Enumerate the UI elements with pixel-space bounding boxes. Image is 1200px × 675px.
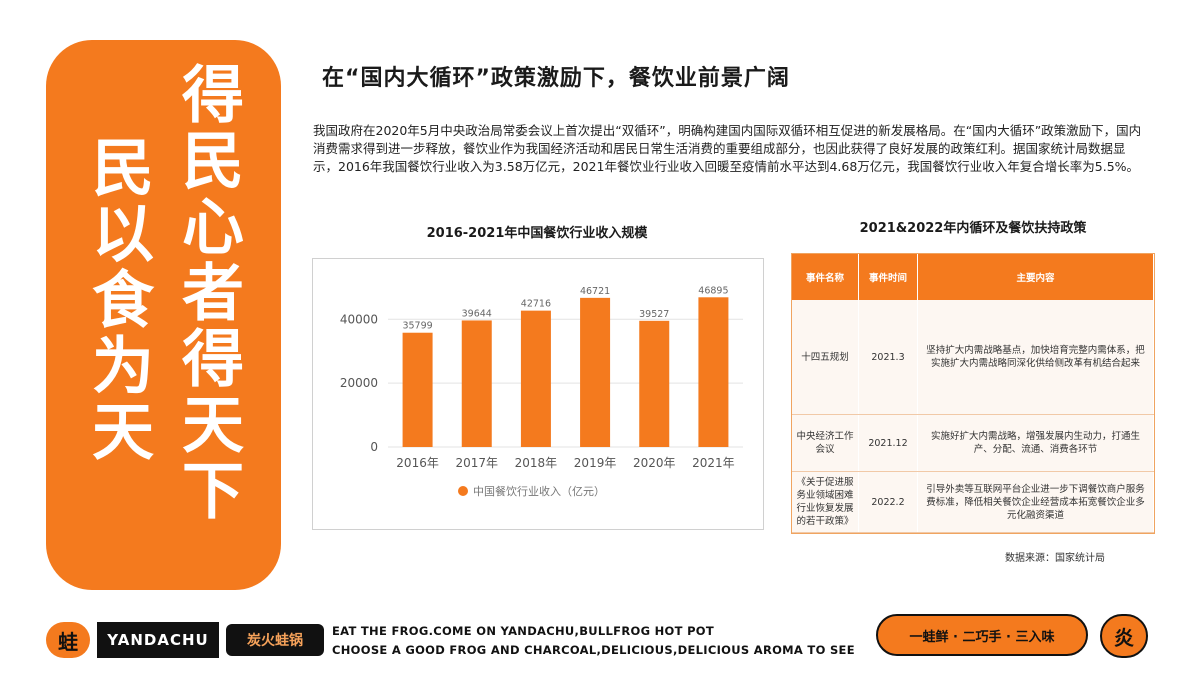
x-tick-label: 2016年: [396, 456, 439, 470]
bar: [639, 320, 670, 447]
policy-date: 2021.12: [858, 414, 918, 472]
x-tick-label: 2017年: [455, 456, 498, 470]
policy-date: 2022.2: [858, 471, 918, 533]
table-header-row: 事件名称 事件时间 主要内容: [792, 254, 1154, 300]
footer-line-1: EAT THE FROG.COME ON YANDACHU,BULLFROG H…: [332, 624, 715, 638]
policy-content: 坚持扩大内需战略基点，加快培育完整内需体系，把实施扩大内需战略同深化供给侧改革有…: [917, 300, 1154, 415]
revenue-bar-chart: 0 20000 40000 35799 2016年 39644 2017年 42716 2018…: [340, 285, 743, 498]
policy-date: 2021.3: [858, 300, 918, 415]
policy-table: 事件名称 事件时间 主要内容 十四五规划 2021.3 坚持扩大内需战略基点，加…: [792, 254, 1154, 533]
footer-line-2: CHOOSE A GOOD FROG AND CHARCOAL,DELICIOU…: [332, 643, 855, 657]
revenue-chart-frame: 0 20000 40000 35799 2016年 39644 2017年 42716 2018…: [312, 258, 764, 530]
bar-data-label: 35799: [402, 321, 432, 332]
header-event-name: 事件名称: [792, 254, 859, 300]
policy-content: 引导外卖等互联网平台企业进一步下调餐饮商户服务费标准，降低相关餐饮企业经营成本拓…: [917, 471, 1154, 533]
x-tick-label: 2019年: [574, 456, 617, 470]
bar-data-label: 42716: [521, 299, 551, 310]
bar-data-label: 39527: [639, 309, 669, 320]
policy-name: 十四五规划: [792, 300, 859, 415]
x-tick-label: 2020年: [633, 456, 676, 470]
table-row: 《关于促进服务业领域困难行业恢复发展的若干政策》 2022.2 引导外卖等互联网…: [792, 471, 1154, 533]
bar: [520, 310, 551, 447]
bar: [461, 320, 492, 447]
tagline-pill: 一蛙鲜 · 二巧手 · 三入味: [876, 614, 1088, 656]
header-event-date: 事件时间: [858, 254, 918, 300]
y-tick-label: 0: [370, 440, 378, 454]
legend-label: 中国餐饮行业收入（亿元）: [473, 484, 605, 498]
table-title: 2021&2022年内循环及餐饮扶持政策: [859, 221, 1087, 236]
policy-name: 《关于促进服务业领域困难行业恢复发展的若干政策》: [792, 471, 859, 533]
brand-cn-logo: 炭火蛙锅: [226, 624, 324, 656]
bar: [580, 297, 611, 447]
policy-content: 实施好扩大内需战略，增强发展内生动力，打通生产、分配、流通、消费各环节: [917, 414, 1154, 472]
brand-name: YANDACHU: [97, 622, 219, 658]
chart-title: 2016-2021年中国餐饮行业收入规模: [426, 226, 648, 241]
fire-badge-icon: 炎: [1100, 614, 1148, 658]
bar-data-label: 46895: [698, 285, 728, 296]
table-row: 中央经济工作会议 2021.12 实施好扩大内需战略，增强发展内生动力，打通生产…: [792, 414, 1154, 472]
bar-data-label: 46721: [580, 286, 610, 297]
slogan-left-column: 民以食为天: [81, 135, 154, 465]
bar: [402, 332, 433, 447]
bar-data-label: 39644: [462, 308, 492, 319]
policy-name: 中央经济工作会议: [792, 414, 859, 472]
footer-slogan: EAT THE FROG.COME ON YANDACHU,BULLFROG H…: [332, 622, 855, 660]
frog-logo-icon: 蛙: [46, 622, 90, 658]
y-tick-label: 40000: [340, 312, 378, 326]
source-note: 数据来源：国家统计局: [1005, 553, 1105, 564]
page-title: 在“国内大循环”政策激励下，餐饮业前景广阔: [322, 66, 790, 91]
table-row: 十四五规划 2021.3 坚持扩大内需战略基点，加快培育完整内需体系，把实施扩大…: [792, 300, 1154, 415]
x-tick-label: 2018年: [515, 456, 558, 470]
slogan-right-column: 得民心者得天下: [171, 62, 244, 524]
legend-marker: [458, 486, 468, 496]
intro-paragraph: 我国政府在2020年5月中央政治局常委会议上首次提出“双循环”，明确构建国内国际…: [313, 123, 1142, 174]
x-tick-label: 2021年: [692, 456, 735, 470]
bar: [698, 297, 729, 447]
header-main-content: 主要内容: [917, 254, 1154, 300]
slogan-panel: 民以食为天 得民心者得天下: [46, 40, 281, 590]
y-tick-label: 20000: [340, 376, 378, 390]
